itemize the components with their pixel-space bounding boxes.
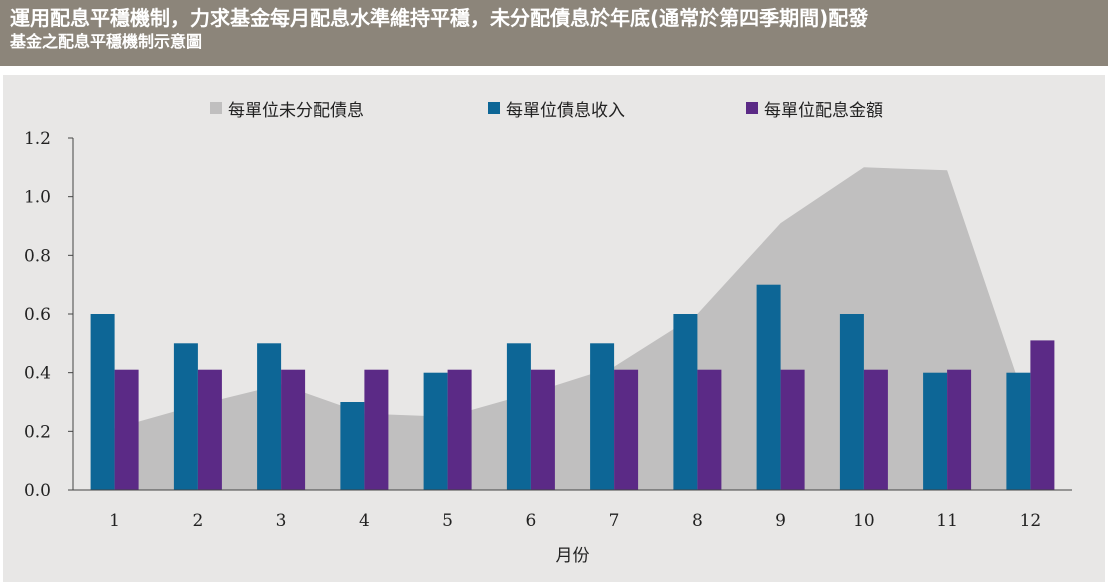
legend-swatch-distribution — [746, 102, 758, 114]
x-tick-label: 1 — [109, 511, 120, 531]
legend-label-distribution: 每單位配息金額 — [764, 100, 883, 121]
x-tick-label: 12 — [1020, 511, 1042, 531]
chart-subtitle: 基金之配息平穩機制示意圖 — [10, 32, 203, 51]
bar-income — [1006, 372, 1031, 490]
x-tick-label: 4 — [359, 511, 370, 531]
bar-income — [257, 343, 282, 490]
chart-title: 運用配息平穩機制，力求基金每月配息水準維持平穩，未分配債息於年底(通常於第四季期… — [10, 6, 869, 30]
chart-legend: 每單位未分配債息 每單位債息收入 每單位配息金額 — [0, 95, 1108, 121]
bar-income — [173, 343, 198, 490]
x-tick-label: 9 — [775, 511, 786, 531]
bar-income — [340, 402, 365, 490]
bar-distribution — [197, 369, 222, 490]
bar-distribution — [114, 369, 139, 490]
x-tick-label: 5 — [442, 511, 453, 531]
bar-income — [923, 372, 948, 490]
bar-distribution — [364, 369, 389, 490]
y-tick-label: 0.4 — [24, 364, 51, 384]
legend-item-income: 每單位債息收入 — [488, 95, 625, 121]
bar-distribution — [281, 369, 306, 490]
bar-income — [90, 314, 115, 490]
legend-item-undistributed: 每單位未分配債息 — [210, 95, 364, 121]
bar-income — [590, 343, 615, 490]
bar-distribution — [697, 369, 722, 490]
y-tick-label: 0.2 — [24, 422, 51, 442]
bar-income — [673, 314, 698, 490]
y-tick-label: 0.6 — [24, 305, 51, 325]
bar-income — [756, 284, 781, 490]
x-tick-label: 7 — [609, 511, 620, 531]
bar-distribution — [1030, 340, 1055, 490]
bar-distribution — [447, 369, 472, 490]
y-tick-label: 0.8 — [24, 246, 51, 266]
x-tick-label: 2 — [192, 511, 203, 531]
bar-income — [423, 372, 448, 490]
legend-label-undistributed: 每單位未分配債息 — [228, 100, 364, 121]
x-tick-label: 3 — [276, 511, 287, 531]
bar-distribution — [947, 369, 972, 490]
bar-income — [506, 343, 531, 490]
bar-distribution — [614, 369, 639, 490]
area-undistributed — [114, 167, 1031, 491]
x-tick-label: 6 — [525, 511, 536, 531]
legend-swatch-undistributed — [210, 102, 222, 114]
bar-distribution — [530, 369, 555, 490]
x-tick-label: 8 — [692, 511, 703, 531]
x-axis-title: 月份 — [556, 546, 590, 566]
legend-label-income: 每單位債息收入 — [506, 100, 625, 121]
bar-income — [839, 314, 864, 490]
legend-swatch-income — [488, 102, 500, 114]
y-tick-label: 0.0 — [24, 481, 51, 501]
y-tick-label: 1.0 — [24, 188, 51, 208]
bar-distribution — [780, 369, 805, 490]
chart-header: 運用配息平穩機制，力求基金每月配息水準維持平穩，未分配債息於年底(通常於第四季期… — [0, 0, 1108, 66]
x-tick-label: 11 — [936, 511, 958, 531]
x-tick-label: 10 — [853, 511, 875, 531]
bar-distribution — [863, 369, 888, 490]
legend-item-distribution: 每單位配息金額 — [746, 95, 883, 121]
y-tick-label: 1.2 — [24, 129, 51, 149]
